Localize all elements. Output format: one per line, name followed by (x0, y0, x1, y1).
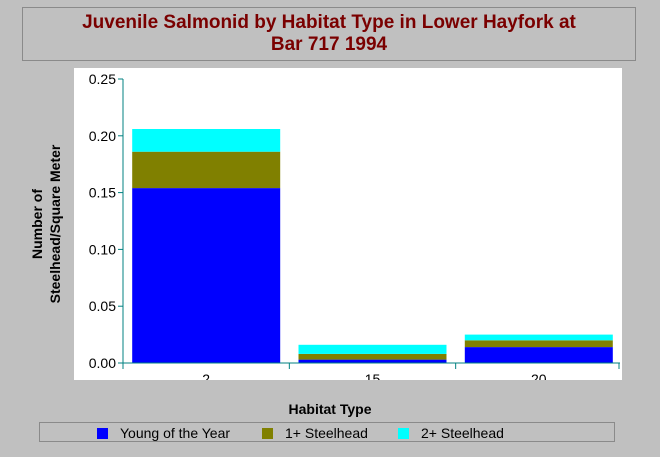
bar-segment-20-series-3 (464, 334, 613, 341)
y-tick-label: 0.20 (89, 128, 116, 144)
x-axis-label: Habitat Type (288, 401, 372, 417)
bar-segment-15-series-1 (298, 359, 447, 363)
bar-segment-2-series-3 (132, 129, 281, 152)
legend-item-young-of-the-year: Young of the Year (97, 425, 230, 441)
chart-title-line-1: Juvenile Salmonid by Habitat Type in Low… (82, 12, 576, 33)
legend-item-2plus-steelhead: 2+ Steelhead (398, 425, 504, 441)
chart-canvas: 0.00 0.05 0.10 0.15 0.20 0.25 2 15 20 (89, 71, 620, 380)
x-tick-label: 2 (202, 371, 210, 380)
bar-segment-2-series-1 (132, 188, 281, 363)
x-tick-label: 20 (531, 371, 547, 380)
y-axis-label: Number of Steelhead/Square Meter (28, 145, 64, 304)
legend: Young of the Year 1+ Steelhead 2+ Steelh… (39, 422, 615, 442)
legend-swatch-young-of-the-year (97, 427, 108, 439)
legend-swatch-2plus-steelhead (398, 427, 409, 439)
legend-swatch-1plus-steelhead (262, 427, 273, 439)
y-tick-label: 0.15 (89, 185, 116, 201)
chart-title-box: Juvenile Salmonid by Habitat Type in Low… (22, 7, 636, 61)
legend-label-2plus-steelhead: 2+ Steelhead (421, 425, 504, 441)
legend-label-1plus-steelhead: 1+ Steelhead (285, 425, 368, 441)
y-tick-label: 0.25 (89, 71, 116, 87)
bar-segment-20-series-2 (464, 340, 613, 348)
bar-segment-15-series-3 (298, 344, 447, 354)
y-axis-label-line-2: Steelhead/Square Meter (47, 144, 63, 304)
bar-segment-20-series-1 (464, 347, 613, 363)
y-axis-label-line-1: Number of (29, 189, 45, 260)
y-tick-label: 0.05 (89, 298, 116, 314)
bar-segment-15-series-2 (298, 353, 447, 360)
plot-area: 0.00 0.05 0.10 0.15 0.20 0.25 2 15 20 (74, 68, 622, 380)
legend-label-young-of-the-year: Young of the Year (120, 425, 231, 441)
y-tick-label: 0.00 (89, 355, 116, 371)
x-tick-label: 15 (365, 371, 381, 380)
y-tick-label: 0.10 (89, 241, 116, 257)
legend-item-1plus-steelhead: 1+ Steelhead (262, 425, 368, 441)
chart-title-line-2: Bar 717 1994 (270, 34, 388, 55)
bar-segment-2-series-2 (132, 151, 281, 189)
